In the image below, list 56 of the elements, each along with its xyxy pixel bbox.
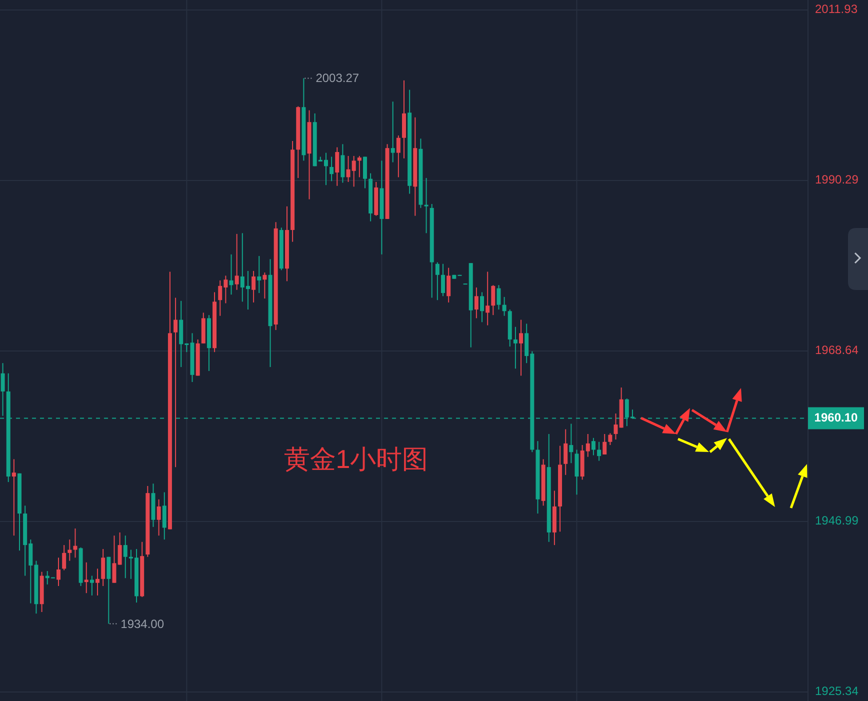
ref-line-label: 1960.10 [814, 410, 858, 424]
candlestick [257, 255, 262, 294]
candlestick [591, 437, 596, 456]
y-tick-label: 1946.99 [815, 514, 859, 528]
candlestick [90, 575, 94, 596]
candlestick [123, 535, 128, 579]
y-tick-label: 1968.64 [815, 343, 859, 358]
candlestick [446, 267, 451, 303]
candlestick [569, 423, 574, 464]
candlestick [574, 449, 579, 496]
candlestick [597, 441, 602, 462]
candlestick [480, 292, 484, 323]
candlestick [101, 548, 106, 587]
candlestick [491, 284, 496, 316]
candlestick [262, 272, 267, 300]
annotation: 1934.00 [120, 616, 164, 631]
candlestick [156, 498, 161, 536]
candlestick [474, 286, 478, 319]
candlestick [96, 568, 100, 596]
candlestick [502, 296, 506, 316]
candlestick [390, 101, 395, 163]
candlestick [340, 144, 345, 184]
candlestick [62, 544, 66, 571]
candlestick [330, 156, 334, 182]
candlestick [106, 556, 111, 624]
candlestick [357, 155, 362, 178]
y-tick-label: 1925.34 [815, 684, 859, 698]
text: 黄金1小时图 [284, 444, 428, 474]
candlestick [496, 284, 501, 310]
candlestick [174, 297, 178, 468]
candlestick [564, 428, 568, 476]
candlestick [73, 528, 78, 558]
candlestick [68, 539, 72, 562]
candlestick [229, 254, 234, 296]
candlestick [56, 557, 61, 587]
annotation: 2003.27 [316, 71, 360, 86]
candlestick [12, 458, 16, 536]
candlestick [602, 433, 607, 455]
candlestick [162, 492, 166, 540]
candlestick [84, 562, 88, 594]
candlestick [234, 233, 239, 290]
candlestick [435, 262, 440, 301]
candlestick [335, 146, 340, 186]
candlestick [441, 263, 446, 297]
y-tick-label: 2011.93 [815, 2, 858, 16]
candlestick [519, 319, 524, 376]
y-tick-label: 1990.29 [815, 172, 859, 187]
candlestick [486, 271, 490, 326]
candlestick [362, 156, 367, 189]
candlestick [112, 535, 116, 584]
candlestick [396, 134, 400, 178]
candlestick [608, 432, 612, 446]
candlestick [118, 532, 122, 566]
candlestick [513, 326, 518, 370]
candlestick [252, 270, 256, 303]
candlestick [424, 178, 428, 234]
